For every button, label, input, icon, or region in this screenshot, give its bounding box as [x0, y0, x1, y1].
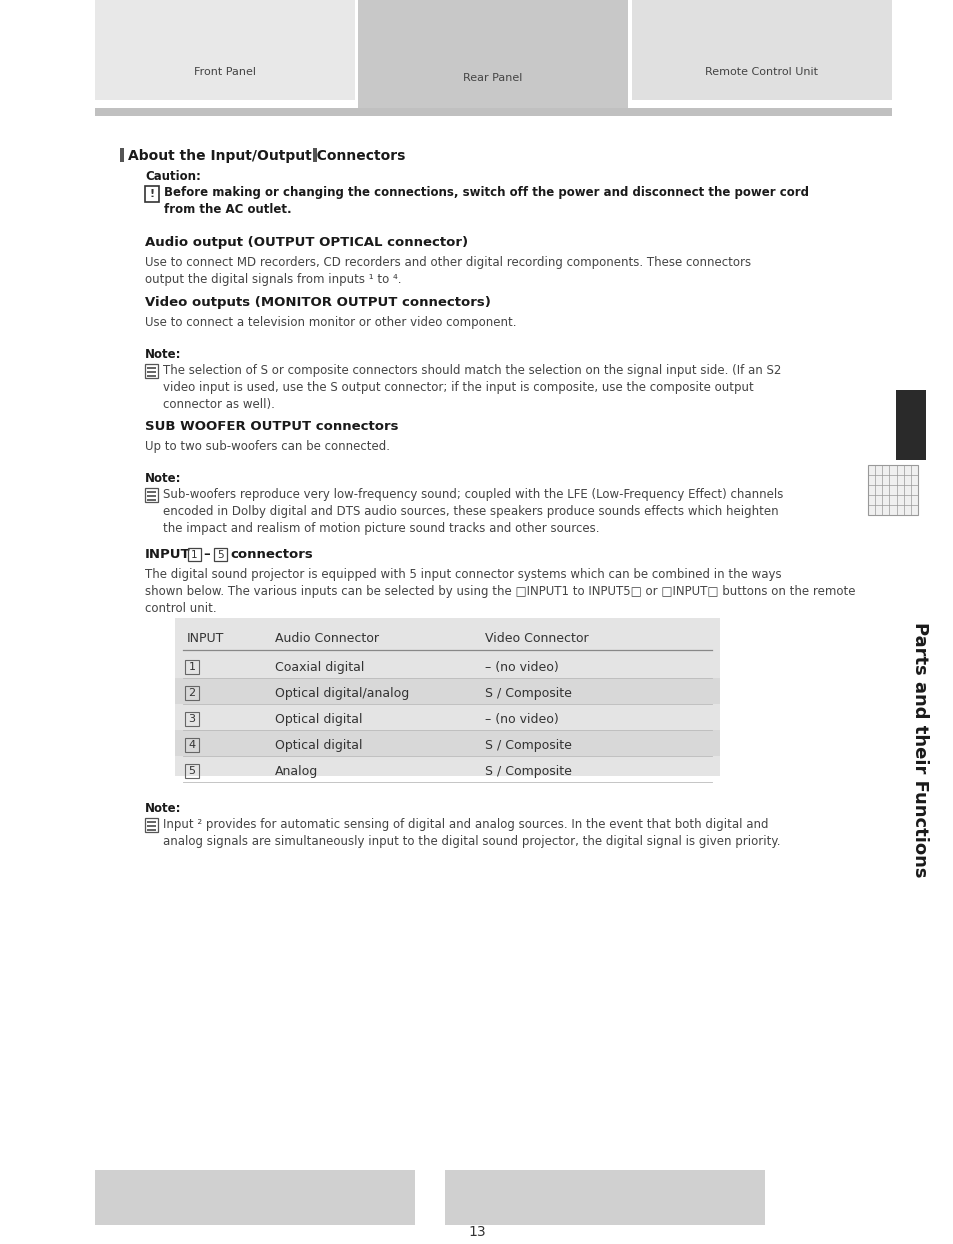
Text: 13: 13: [468, 1225, 485, 1239]
Text: 3: 3: [189, 714, 195, 724]
Text: Optical digital/analog: Optical digital/analog: [274, 688, 409, 700]
Bar: [174, 678, 720, 704]
Bar: [95, 1171, 415, 1225]
Text: Rear Panel: Rear Panel: [463, 72, 522, 83]
Text: Note:: Note:: [145, 802, 181, 815]
Bar: [188, 549, 201, 561]
Text: SUB WOOFER OUTPUT connectors: SUB WOOFER OUTPUT connectors: [145, 420, 398, 433]
Bar: [174, 618, 720, 776]
Text: !: !: [150, 189, 154, 199]
Text: Video Connector: Video Connector: [484, 632, 588, 644]
Text: Coaxial digital: Coaxial digital: [274, 662, 364, 674]
Text: INPUT: INPUT: [145, 549, 191, 561]
Bar: [185, 661, 199, 674]
Text: Remote Control Unit: Remote Control Unit: [705, 67, 818, 77]
Bar: [185, 712, 199, 726]
Bar: [145, 819, 158, 832]
Text: S / Composite: S / Composite: [484, 688, 571, 700]
Text: 5: 5: [189, 766, 195, 776]
Text: INPUT: INPUT: [187, 632, 224, 644]
Text: The selection of S or composite connectors should match the selection on the sig: The selection of S or composite connecto…: [163, 364, 781, 411]
Text: Sub-woofers reproduce very low-frequency sound; coupled with the LFE (Low-Freque: Sub-woofers reproduce very low-frequency…: [163, 488, 782, 535]
Bar: [95, 108, 891, 116]
Text: Up to two sub-woofers can be connected.: Up to two sub-woofers can be connected.: [145, 440, 390, 453]
Bar: [185, 685, 199, 700]
Bar: [95, 0, 355, 100]
Text: 2: 2: [189, 688, 195, 698]
Text: Audio Connector: Audio Connector: [274, 632, 378, 644]
Text: Front Panel: Front Panel: [193, 67, 255, 77]
Text: Use to connect MD recorders, CD recorders and other digital recording components: Use to connect MD recorders, CD recorder…: [145, 256, 750, 286]
Text: Before making or changing the connections, switch off the power and disconnect t: Before making or changing the connection…: [164, 187, 808, 216]
Text: S / Composite: S / Composite: [484, 765, 571, 779]
Text: Analog: Analog: [274, 765, 318, 779]
Text: About the Input/Output Connectors: About the Input/Output Connectors: [128, 149, 405, 163]
Text: S / Composite: S / Composite: [484, 739, 571, 753]
Text: Video outputs (MONITOR OUTPUT connectors): Video outputs (MONITOR OUTPUT connectors…: [145, 296, 491, 309]
Bar: [145, 187, 159, 202]
Text: Optical digital: Optical digital: [274, 739, 362, 753]
Bar: [357, 0, 627, 108]
Bar: [174, 730, 720, 756]
Text: Note:: Note:: [145, 348, 181, 361]
Text: Parts and their Functions: Parts and their Functions: [910, 622, 928, 878]
Bar: [444, 1171, 764, 1225]
Text: Audio output (OUTPUT OPTICAL connector): Audio output (OUTPUT OPTICAL connector): [145, 236, 468, 249]
Bar: [867, 465, 917, 515]
Text: 4: 4: [189, 740, 195, 750]
Text: 1: 1: [191, 550, 197, 560]
Bar: [185, 738, 199, 753]
Text: – (no video): – (no video): [484, 662, 558, 674]
Text: 5: 5: [217, 550, 224, 560]
Text: Input ² provides for automatic sensing of digital and analog sources. In the eve: Input ² provides for automatic sensing o…: [163, 819, 780, 848]
Text: Note:: Note:: [145, 471, 181, 485]
Text: connectors: connectors: [230, 549, 313, 561]
Bar: [145, 488, 158, 503]
Text: – (no video): – (no video): [484, 714, 558, 726]
Bar: [120, 148, 124, 162]
Text: Use to connect a television monitor or other video component.: Use to connect a television monitor or o…: [145, 316, 516, 328]
Text: The digital sound projector is equipped with 5 input connector systems which can: The digital sound projector is equipped …: [145, 569, 855, 615]
Text: Optical digital: Optical digital: [274, 714, 362, 726]
Text: 1: 1: [189, 662, 195, 672]
Text: Caution:: Caution:: [145, 170, 201, 183]
Bar: [314, 148, 317, 162]
Bar: [631, 0, 891, 100]
Bar: [145, 364, 158, 378]
Bar: [213, 549, 227, 561]
Bar: [185, 764, 199, 778]
Bar: [895, 391, 925, 460]
Text: –: –: [203, 549, 210, 561]
